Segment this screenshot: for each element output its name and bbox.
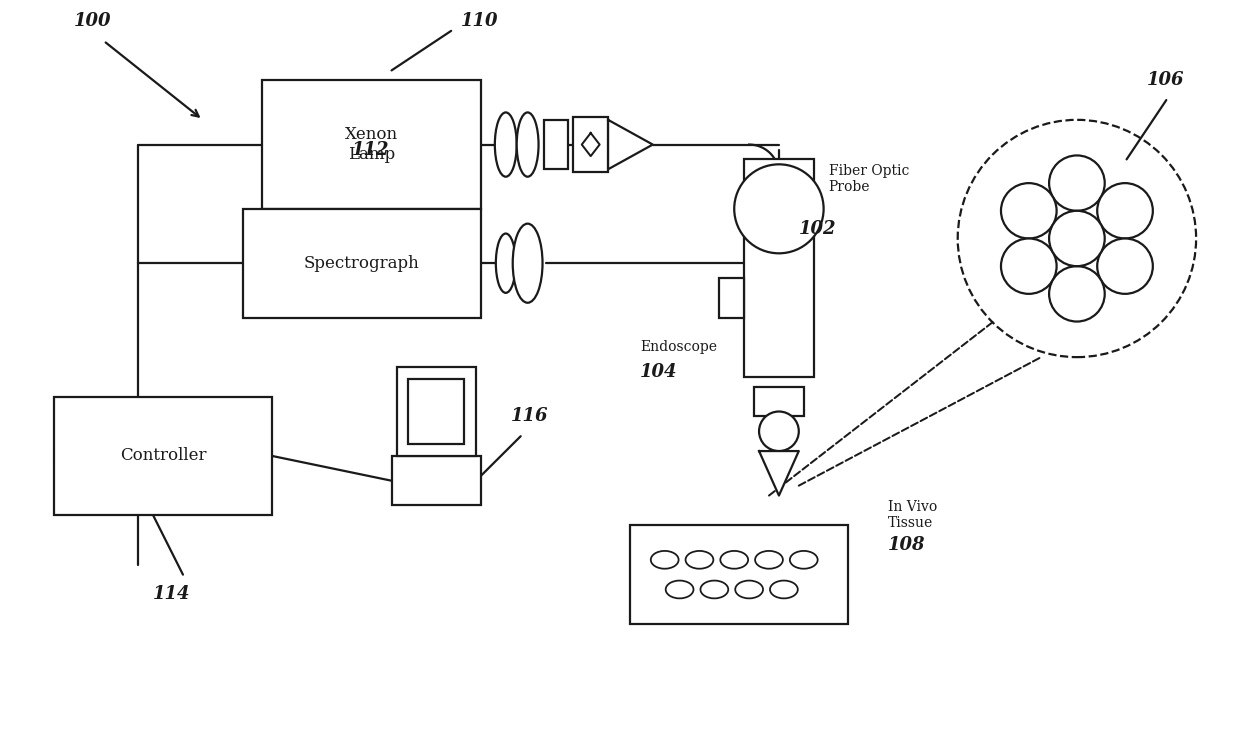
Text: Spectrograph: Spectrograph: [304, 255, 419, 272]
Bar: [408, 379, 464, 444]
Bar: [243, 209, 481, 318]
Bar: [744, 159, 813, 377]
Ellipse shape: [495, 113, 517, 177]
Circle shape: [1001, 239, 1056, 294]
Bar: [630, 525, 848, 624]
Text: 112: 112: [352, 141, 389, 158]
Bar: [543, 120, 568, 170]
Bar: [263, 80, 481, 209]
Circle shape: [957, 120, 1197, 357]
Text: Xenon
Lamp: Xenon Lamp: [345, 126, 398, 163]
Ellipse shape: [701, 581, 728, 598]
Text: Controller: Controller: [120, 447, 206, 464]
Polygon shape: [608, 120, 652, 170]
Bar: [573, 117, 608, 172]
Ellipse shape: [686, 551, 713, 569]
Ellipse shape: [770, 581, 797, 598]
Circle shape: [1001, 183, 1056, 239]
Circle shape: [1097, 183, 1153, 239]
Text: 104: 104: [640, 363, 677, 381]
Ellipse shape: [755, 551, 782, 569]
Text: 108: 108: [888, 536, 926, 554]
Circle shape: [1049, 211, 1105, 266]
Ellipse shape: [512, 223, 543, 303]
Text: Fiber Optic
Probe: Fiber Optic Probe: [828, 164, 909, 195]
Bar: [53, 397, 273, 515]
Circle shape: [1049, 156, 1105, 211]
Circle shape: [1049, 266, 1105, 321]
Text: 114: 114: [154, 585, 191, 604]
Polygon shape: [759, 451, 799, 495]
Ellipse shape: [790, 551, 817, 569]
Circle shape: [759, 411, 799, 451]
Text: 102: 102: [799, 220, 836, 237]
Text: 116: 116: [511, 408, 548, 425]
Text: Endoscope: Endoscope: [640, 340, 717, 354]
Ellipse shape: [720, 551, 748, 569]
Circle shape: [734, 164, 823, 254]
Text: 110: 110: [461, 12, 498, 30]
Text: 100: 100: [73, 12, 112, 30]
Bar: [754, 387, 804, 416]
Text: In Vivo
Tissue: In Vivo Tissue: [888, 500, 937, 531]
Text: 106: 106: [1147, 71, 1184, 89]
Ellipse shape: [666, 581, 693, 598]
Circle shape: [1097, 239, 1153, 294]
Bar: [397, 367, 476, 456]
Ellipse shape: [517, 113, 538, 177]
Bar: [719, 278, 744, 318]
Ellipse shape: [651, 551, 678, 569]
Ellipse shape: [496, 234, 516, 293]
Bar: [392, 456, 481, 506]
Ellipse shape: [735, 581, 763, 598]
